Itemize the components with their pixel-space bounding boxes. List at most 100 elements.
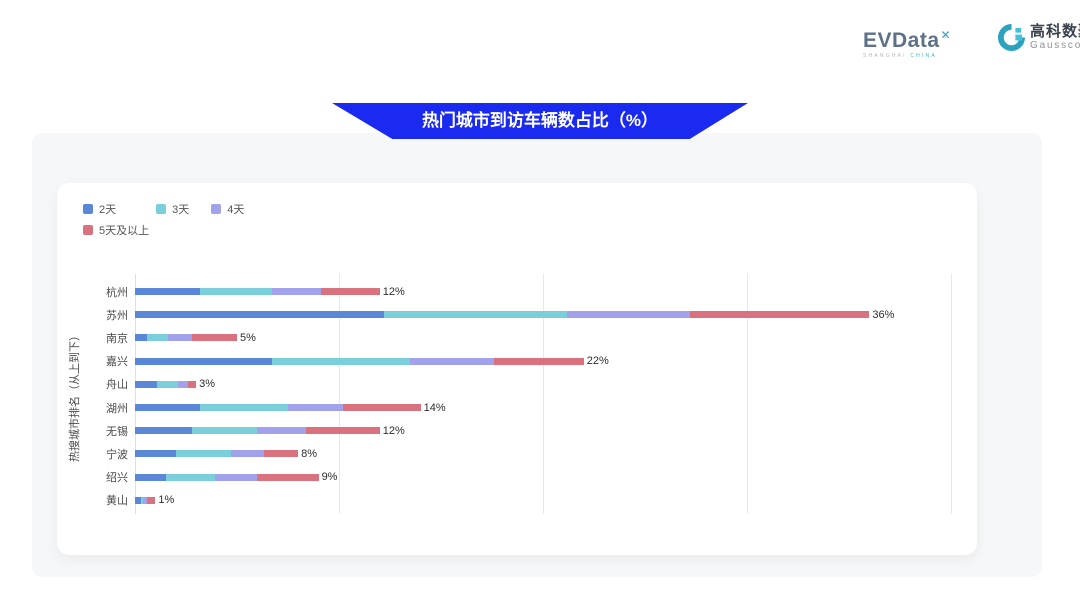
chart-legend: 2天 3天 4天 5天及以上 — [83, 201, 333, 243]
bar-track: 5% — [135, 332, 977, 344]
gausscode-g-icon — [998, 24, 1025, 51]
bar-track: 22% — [135, 355, 977, 368]
legend-label: 4天 — [227, 204, 245, 216]
bar-row-苏州: 苏州 36% — [57, 303, 977, 326]
category-label: 无锡 — [106, 425, 128, 438]
bar-segment-4天[interactable] — [167, 334, 193, 342]
bar-segment-4天[interactable] — [287, 404, 344, 412]
gridline-0 — [135, 274, 136, 514]
category-label: 绍兴 — [106, 472, 128, 485]
legend-item-2[interactable]: 3天 — [156, 201, 189, 217]
bar-segment-3天[interactable] — [200, 288, 272, 296]
bar-row-南京: 南京 5% — [57, 326, 977, 349]
bar-total-label: 22% — [586, 355, 609, 368]
bar-segment-4天[interactable] — [410, 357, 495, 365]
bar-row-舟山: 舟山 3% — [57, 373, 977, 396]
legend-item-3[interactable]: 4天 — [211, 201, 244, 217]
gridline-40 — [951, 274, 952, 514]
bar-segment-5天及以上[interactable] — [689, 311, 870, 319]
bar-segment-5天及以上[interactable] — [494, 357, 584, 365]
bar-row-湖州: 湖州 14% — [57, 396, 977, 419]
grid-layer — [135, 274, 952, 514]
bar-total-label: 1% — [158, 494, 175, 507]
legend-label: 2天 — [99, 204, 117, 216]
bar-total-label: 12% — [382, 424, 405, 437]
title-banner: 热门城市到访车辆数占比（%） — [332, 103, 748, 139]
bar-segment-5天及以上[interactable] — [263, 450, 299, 458]
bar-segment-5天及以上[interactable] — [192, 334, 237, 342]
legend-label: 3天 — [172, 204, 190, 216]
bar-segment-4天[interactable] — [177, 380, 189, 388]
bar-segment-5天及以上[interactable] — [306, 427, 380, 435]
bar-segment-5天及以上[interactable] — [257, 473, 319, 481]
bar-row-宁波: 宁波 8% — [57, 442, 977, 465]
bar-segment-3天[interactable] — [157, 380, 178, 388]
category-label: 南京 — [106, 332, 128, 345]
bar-total-label: 3% — [199, 378, 216, 391]
category-label: 杭州 — [106, 286, 128, 299]
bar-segment-2天[interactable] — [135, 311, 384, 319]
bar-segment-2天[interactable] — [135, 380, 158, 388]
bar-row-杭州: 杭州 12% — [57, 280, 977, 303]
bar-segment-4天[interactable] — [567, 311, 690, 319]
evdata-logo: EVData✕ SHANGHAI CHINA — [863, 24, 988, 59]
legend-item-1[interactable]: 2天 — [83, 201, 116, 217]
bar-segment-4天[interactable] — [143, 496, 148, 504]
bar-segment-3天[interactable] — [383, 311, 568, 319]
bar-segment-2天[interactable] — [135, 357, 272, 365]
category-label: 宁波 — [106, 448, 128, 461]
bar-row-绍兴: 绍兴 9% — [57, 466, 977, 489]
bar-segment-4天[interactable] — [230, 450, 264, 458]
bar-track: 1% — [135, 494, 977, 507]
bar-segment-3天[interactable] — [165, 473, 215, 481]
bar-track: 8% — [135, 447, 977, 460]
bar-track: 12% — [135, 286, 977, 298]
bar-segment-5天及以上[interactable] — [188, 380, 197, 388]
page-title: 热门城市到访车辆数占比（%） — [421, 111, 659, 130]
bar-segment-5天及以上[interactable] — [320, 288, 380, 296]
gridline-10 — [339, 274, 340, 514]
bar-total-label: 9% — [321, 471, 338, 484]
bar-row-嘉兴: 嘉兴 22% — [57, 350, 977, 373]
bar-track: 36% — [135, 308, 977, 321]
bar-total-label: 36% — [872, 308, 895, 321]
bar-segment-2天[interactable] — [135, 288, 201, 296]
evdata-subtext: SHANGHAI CHINA — [863, 53, 937, 59]
bar-segment-3天[interactable] — [147, 334, 168, 342]
bar-segment-3天[interactable] — [192, 427, 258, 435]
gridline-30 — [747, 274, 748, 514]
bar-row-无锡: 无锡 12% — [57, 419, 977, 442]
bar-segment-2天[interactable] — [135, 404, 201, 412]
bar-segment-3天[interactable] — [200, 404, 288, 412]
gausscode-en-name: Gausscode — [1030, 40, 1080, 51]
bar-segment-2天[interactable] — [135, 334, 148, 342]
bar-rows: 杭州 12% 苏州 36% 南京 5% 嘉兴 22% 舟山 3% 湖州 14% 无锡 12% 宁波 8% 绍兴 9… — [57, 280, 977, 512]
header: EVData✕ SHANGHAI CHINA 高科数聚 Gausscode — [0, 0, 1080, 70]
category-label: 黄山 — [106, 495, 128, 508]
bar-segment-2天[interactable] — [135, 496, 142, 504]
bar-segment-5天及以上[interactable] — [343, 404, 421, 412]
bar-segment-2天[interactable] — [135, 473, 166, 481]
bar-segment-3天[interactable] — [141, 496, 144, 504]
legend-swatch-icon — [83, 225, 93, 235]
stacked-bar-chart: 热搜城市排名（从上到下） 杭州 12% 苏州 36% 南京 5% 嘉兴 22% 舟山 3% 湖州 14… — [57, 274, 977, 514]
bar-segment-5天及以上[interactable] — [147, 496, 156, 504]
gausscode-text: 高科数聚 Gausscode — [1030, 24, 1080, 52]
bar-segment-3天[interactable] — [271, 357, 411, 365]
bar-segment-4天[interactable] — [214, 473, 258, 481]
category-label: 嘉兴 — [106, 356, 128, 369]
bar-track: 3% — [135, 378, 977, 391]
legend-swatch-icon — [83, 204, 93, 214]
bar-segment-4天[interactable] — [271, 288, 321, 296]
bar-segment-3天[interactable] — [175, 450, 231, 458]
bar-total-label: 8% — [301, 447, 318, 460]
bar-segment-4天[interactable] — [257, 427, 307, 435]
bar-row-黄山: 黄山 1% — [57, 489, 977, 512]
bar-segment-2天[interactable] — [135, 427, 193, 435]
legend-item-4[interactable]: 5天及以上 — [83, 222, 149, 238]
category-label: 湖州 — [106, 402, 128, 415]
legend-label: 5天及以上 — [99, 225, 150, 237]
bar-total-label: 14% — [423, 401, 446, 414]
bar-segment-2天[interactable] — [135, 450, 176, 458]
